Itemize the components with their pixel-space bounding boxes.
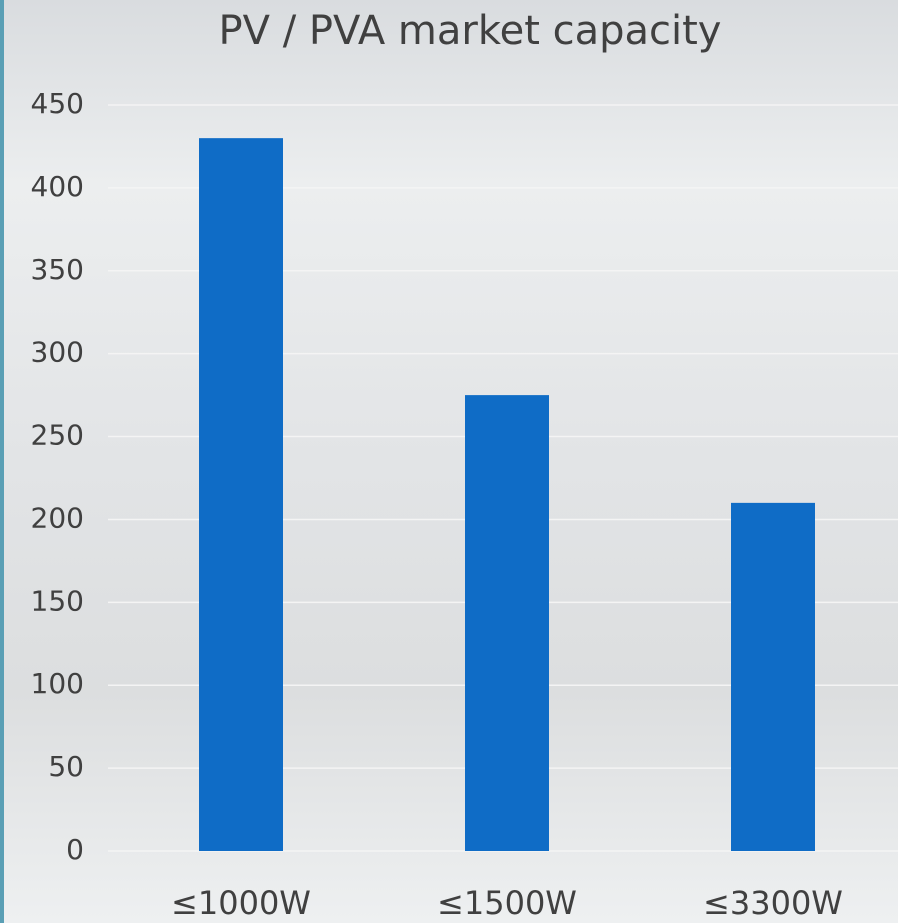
y-tick-label: 0 (66, 833, 84, 866)
y-tick-label: 300 (31, 336, 84, 369)
page: PV / PVA market capacity 0 50 100 150 200 250… (0, 0, 898, 923)
bar (465, 395, 549, 851)
y-tick-label: 400 (31, 170, 84, 203)
chart: PV / PVA market capacity 0 50 100 150 200 250… (0, 0, 898, 923)
y-tick-label: 150 (31, 584, 84, 617)
y-tick-label: 350 (31, 253, 84, 286)
y-tick-label: 450 (31, 87, 84, 120)
bar (199, 138, 283, 851)
y-tick-label: 100 (31, 667, 84, 700)
x-tick-label: ≤3300W (703, 884, 843, 922)
y-tick-label: 250 (31, 419, 84, 452)
y-tick-label: 200 (31, 501, 84, 534)
chart-title: PV / PVA market capacity (219, 8, 722, 54)
left-edge (0, 0, 4, 923)
x-tick-label: ≤1000W (171, 884, 311, 922)
y-tick-label: 50 (48, 750, 84, 783)
x-tick-label: ≤1500W (437, 884, 577, 922)
bar (731, 503, 815, 851)
